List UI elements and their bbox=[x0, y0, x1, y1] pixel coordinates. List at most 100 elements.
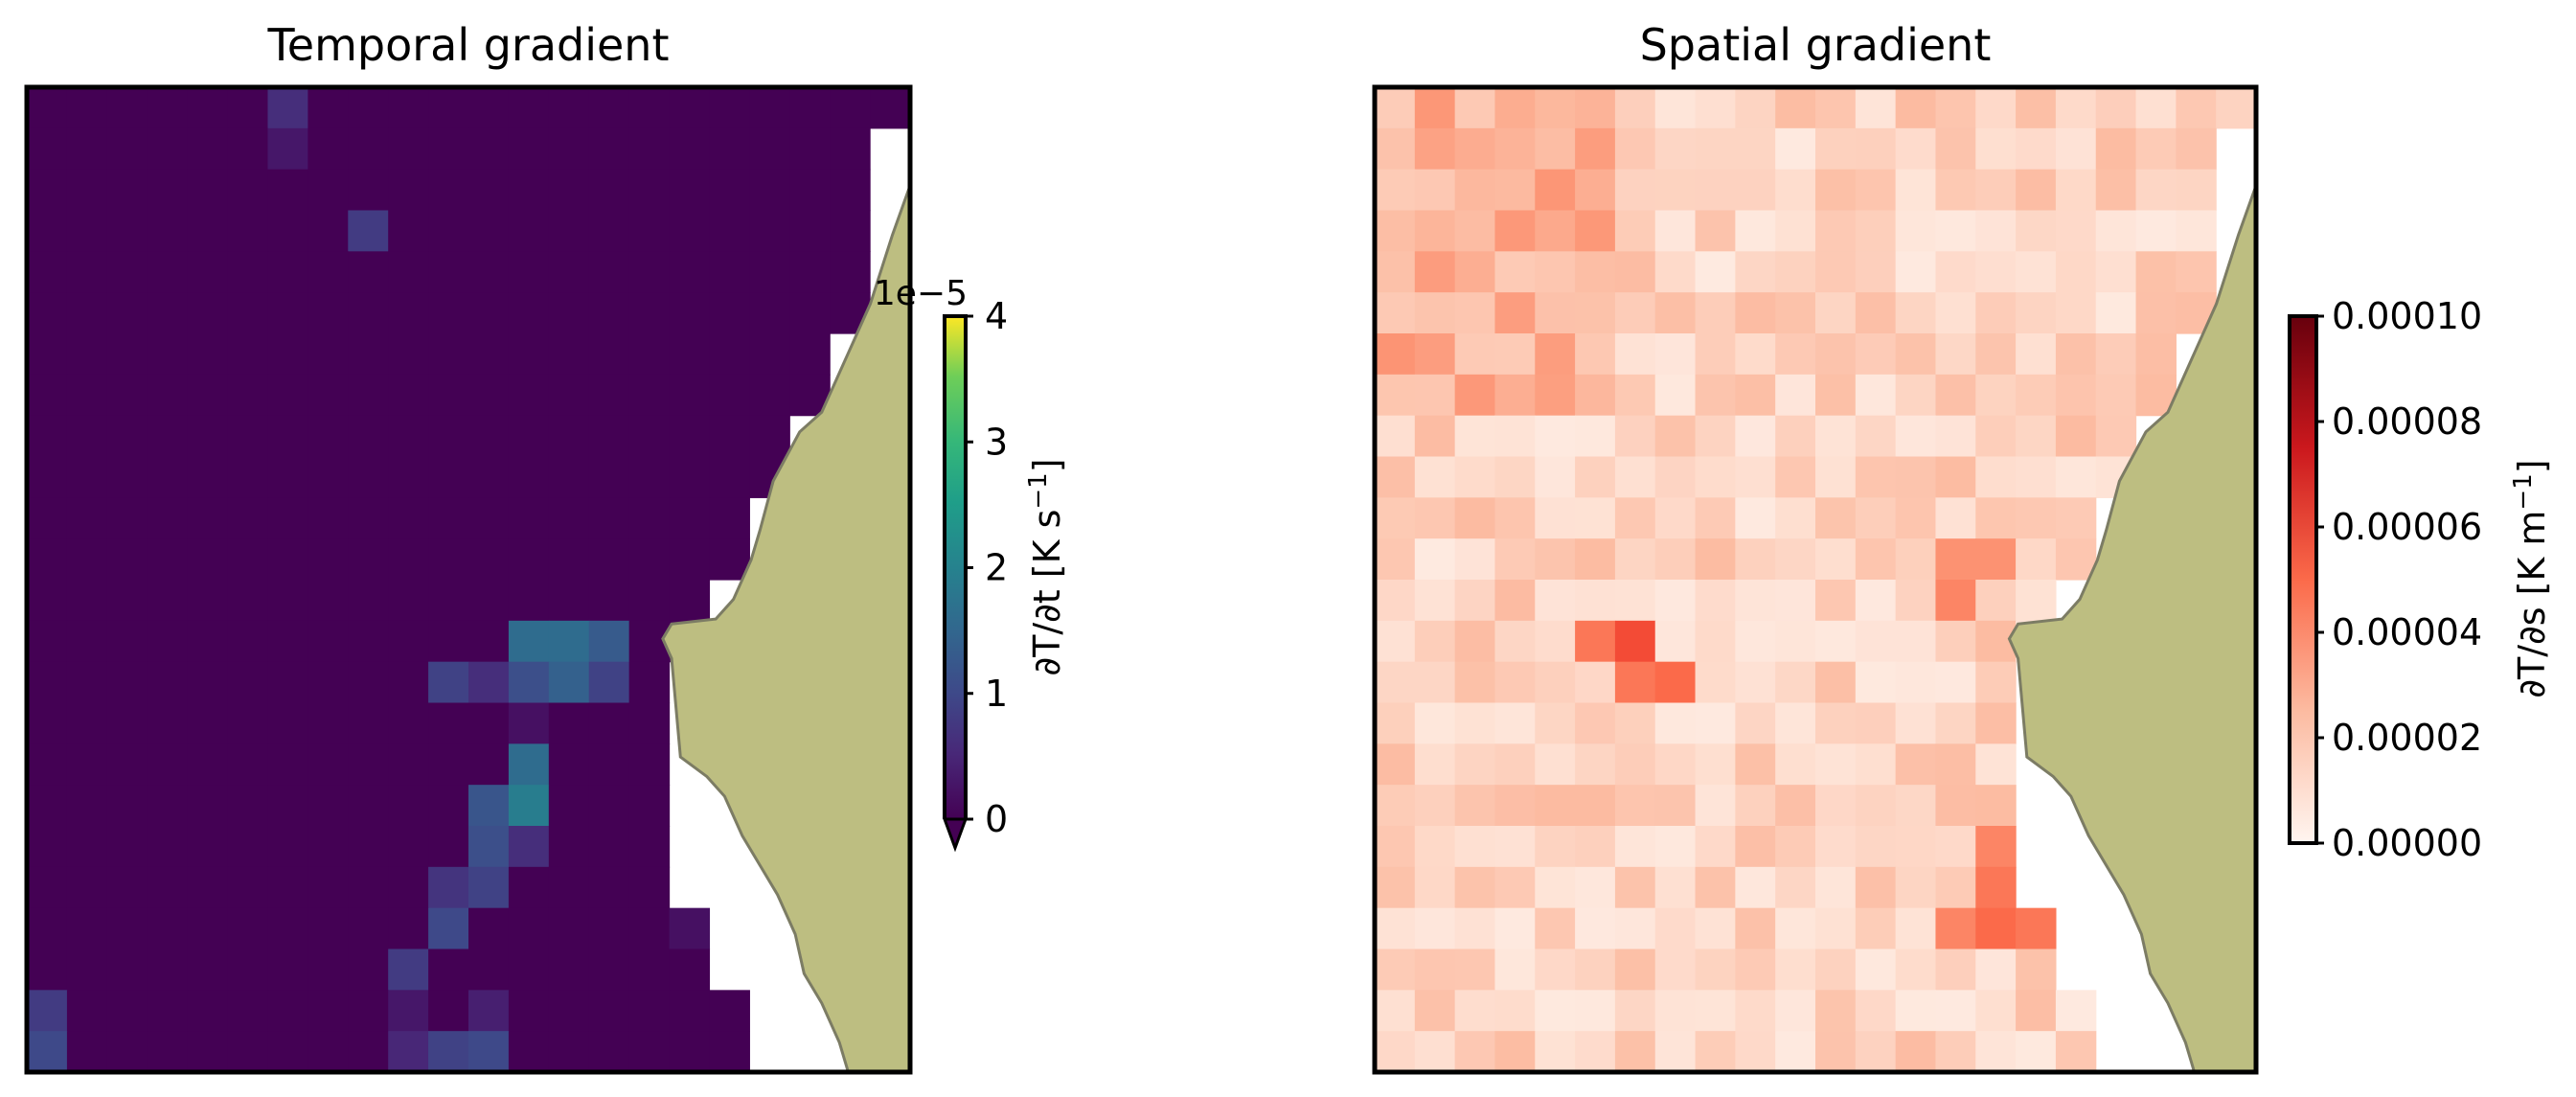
heatmap-cell bbox=[1614, 702, 1656, 744]
heatmap-cell bbox=[227, 826, 269, 868]
heatmap-cell bbox=[66, 990, 108, 1032]
heatmap-cell bbox=[1535, 210, 1576, 252]
heatmap-cell bbox=[1975, 538, 2017, 581]
heatmap-cell bbox=[267, 87, 308, 129]
heatmap-cell bbox=[1775, 743, 1816, 786]
heatmap-cell bbox=[267, 251, 308, 293]
heatmap-cell bbox=[1735, 1031, 1776, 1072]
heatmap-cell bbox=[1895, 620, 1937, 663]
heatmap-cell bbox=[1375, 127, 1416, 171]
heatmap-cell bbox=[1454, 374, 1496, 417]
heatmap-cell bbox=[1775, 948, 1816, 991]
heatmap-cell bbox=[106, 1031, 148, 1072]
heatmap-cell bbox=[388, 785, 429, 827]
heatmap-cell bbox=[628, 169, 671, 212]
heatmap-cell bbox=[2016, 374, 2057, 417]
heatmap-cell bbox=[588, 948, 630, 991]
land-mask bbox=[661, 185, 910, 1072]
heatmap-cell bbox=[1654, 333, 1697, 376]
heatmap-cell bbox=[2135, 87, 2177, 129]
heatmap-cell bbox=[2095, 127, 2137, 171]
heatmap-cell bbox=[1654, 1031, 1697, 1072]
heatmap-cell bbox=[2095, 169, 2137, 212]
heatmap-cell bbox=[1735, 907, 1776, 950]
heatmap-cell bbox=[1895, 661, 1937, 704]
heatmap-cell bbox=[1935, 127, 1976, 171]
heatmap-cell bbox=[1575, 456, 1616, 498]
heatmap-cell bbox=[1575, 251, 1616, 293]
heatmap-cell bbox=[1375, 292, 1416, 334]
heatmap-cell bbox=[1535, 702, 1576, 744]
heatmap-cell bbox=[1975, 497, 2017, 539]
heatmap-cell bbox=[388, 990, 429, 1032]
heatmap-cell bbox=[1454, 907, 1496, 950]
heatmap-cell bbox=[27, 702, 68, 744]
heatmap-cell bbox=[1975, 1031, 2017, 1072]
heatmap-cell bbox=[1855, 1031, 1897, 1072]
heatmap-cell bbox=[308, 169, 349, 212]
heatmap-cell bbox=[1855, 292, 1897, 334]
heatmap-cell bbox=[1935, 415, 1976, 458]
heatmap-cell bbox=[227, 785, 269, 827]
heatmap-cell bbox=[66, 333, 108, 376]
heatmap-cell bbox=[1975, 292, 2017, 334]
heatmap-cell bbox=[348, 866, 389, 909]
heatmap-cell bbox=[27, 333, 68, 376]
spatial-plot-frame bbox=[1372, 84, 2259, 1075]
heatmap-cell bbox=[1375, 251, 1416, 293]
heatmap-cell bbox=[2055, 251, 2097, 293]
heatmap-cell bbox=[1614, 1031, 1656, 1072]
heatmap-cell bbox=[588, 87, 630, 129]
heatmap-cell bbox=[709, 497, 750, 539]
heatmap-cell bbox=[468, 743, 510, 786]
heatmap-cell bbox=[1375, 785, 1416, 827]
heatmap-cell bbox=[1895, 866, 1937, 909]
heatmap-cell bbox=[227, 87, 269, 129]
heatmap-cell bbox=[227, 580, 269, 622]
heatmap-cell bbox=[508, 538, 550, 581]
heatmap-cell bbox=[227, 210, 269, 252]
heatmap-cell bbox=[1494, 702, 1536, 744]
heatmap-cell bbox=[1855, 990, 1897, 1032]
heatmap-cell bbox=[1735, 826, 1776, 868]
heatmap-cell bbox=[548, 87, 590, 129]
heatmap-cell bbox=[548, 127, 590, 171]
heatmap-cell bbox=[147, 127, 189, 171]
heatmap-cell bbox=[709, 1031, 750, 1072]
heatmap-cell bbox=[508, 292, 550, 334]
heatmap-cell bbox=[548, 292, 590, 334]
heatmap-cell bbox=[548, 826, 590, 868]
heatmap-cell bbox=[1975, 333, 2017, 376]
heatmap-cell bbox=[1535, 826, 1576, 868]
heatmap-cell bbox=[508, 1031, 550, 1072]
heatmap-cell bbox=[1735, 948, 1776, 991]
heatmap-cell bbox=[106, 826, 148, 868]
heatmap-cell bbox=[308, 127, 349, 171]
heatmap-cell bbox=[1535, 497, 1576, 539]
heatmap-cell bbox=[267, 292, 308, 334]
heatmap-cell bbox=[27, 456, 68, 498]
heatmap-cell bbox=[308, 785, 349, 827]
heatmap-cell bbox=[27, 743, 68, 786]
heatmap-cell bbox=[2016, 292, 2057, 334]
heatmap-cell bbox=[66, 497, 108, 539]
heatmap-cell bbox=[187, 907, 229, 950]
heatmap-cell bbox=[1494, 456, 1536, 498]
heatmap-cell bbox=[1855, 620, 1897, 663]
heatmap-cell bbox=[227, 1031, 269, 1072]
heatmap-cell bbox=[1855, 456, 1897, 498]
heatmap-cell bbox=[1975, 210, 2017, 252]
heatmap-cell bbox=[1654, 580, 1697, 622]
heatmap-cell bbox=[1414, 785, 1456, 827]
heatmap-cell bbox=[1454, 826, 1496, 868]
heatmap-cell bbox=[1535, 990, 1576, 1032]
heatmap-cell bbox=[628, 210, 671, 252]
heatmap-cell bbox=[1575, 497, 1616, 539]
heatmap-cell bbox=[348, 990, 389, 1032]
heatmap-cell bbox=[66, 580, 108, 622]
heatmap-cell bbox=[628, 497, 671, 539]
heatmap-cell bbox=[267, 907, 308, 950]
heatmap-cell bbox=[1775, 702, 1816, 744]
heatmap-cell bbox=[187, 826, 229, 868]
heatmap-cell bbox=[1895, 990, 1937, 1032]
